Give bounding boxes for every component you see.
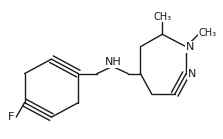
Text: NH: NH bbox=[105, 57, 122, 67]
Text: N: N bbox=[188, 69, 196, 79]
Text: CH₃: CH₃ bbox=[198, 28, 217, 38]
Text: F: F bbox=[7, 112, 14, 122]
Text: CH₃: CH₃ bbox=[153, 12, 171, 22]
Text: N: N bbox=[186, 42, 194, 52]
